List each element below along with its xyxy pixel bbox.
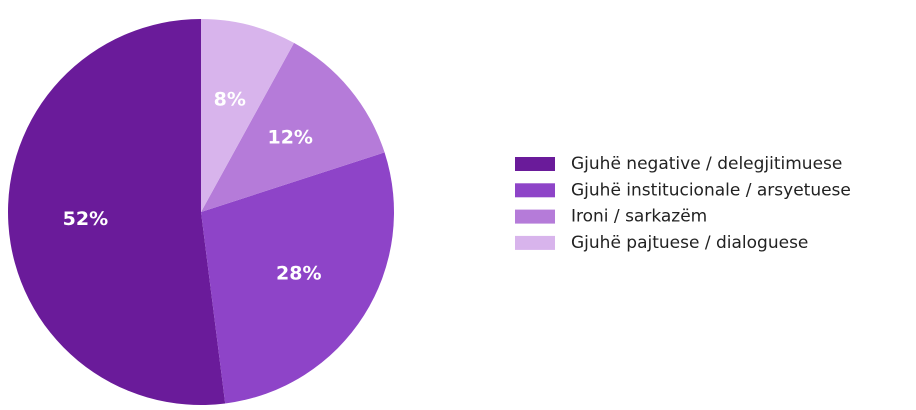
legend-label: Ironi / sarkazëm xyxy=(571,207,707,227)
slice-label: 12% xyxy=(267,127,312,149)
legend-swatch xyxy=(515,157,555,171)
slice-label: 28% xyxy=(276,263,321,285)
slice-label: 8% xyxy=(214,88,246,110)
legend-swatch xyxy=(515,209,555,224)
pie-slice xyxy=(7,19,226,406)
legend-label: Gjuhë negative / delegjitimuese xyxy=(571,154,842,174)
pie-slice xyxy=(201,152,394,404)
legend-label: Gjuhë institucionale / arsyetuese xyxy=(571,180,851,200)
pie-slice xyxy=(201,42,385,213)
slice-label: 52% xyxy=(63,208,108,230)
legend-swatch xyxy=(515,235,555,250)
legend-swatch xyxy=(515,183,555,198)
legend-label: Gjuhë pajtuese / dialoguese xyxy=(571,233,808,253)
pie-slice xyxy=(201,19,294,212)
